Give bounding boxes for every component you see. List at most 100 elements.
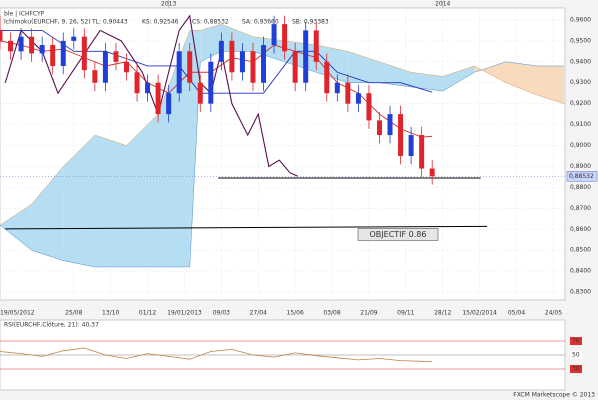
indicator-value: KS: 0,92546: [142, 19, 179, 26]
candle-body: [208, 61, 214, 104]
candle-body: [60, 40, 66, 66]
candle-body: [155, 82, 161, 115]
x-tick-label: 27/04: [250, 310, 267, 317]
objective-label: OBJECTIF 0.86: [370, 230, 427, 239]
cloud-segment: [31, 166, 64, 261]
cloud-edge: [0, 23, 565, 226]
y-tick-label: 70: [572, 338, 580, 345]
y-tick-label: 0,9300: [570, 79, 591, 86]
candle-body: [102, 51, 108, 83]
candle-body: [239, 51, 245, 73]
rsi-line: [0, 347, 433, 363]
cloud-segment: [94, 135, 127, 267]
x-tick-label: 15/02/2014: [462, 310, 497, 317]
candle-body: [29, 36, 35, 54]
y-tick-label: 30: [572, 366, 580, 373]
indicator-value: CS: 0,88532: [192, 19, 229, 26]
y-tick-label: 0,9200: [570, 100, 591, 107]
candle-body: [282, 24, 288, 52]
y-tick-label: 0,9000: [570, 142, 591, 149]
candle-body: [166, 93, 172, 115]
candle-body: [376, 120, 382, 136]
candle-body: [145, 82, 151, 94]
candle-body: [187, 51, 193, 83]
x-tick-label: 09/03: [213, 310, 230, 317]
candle-body: [324, 61, 330, 94]
candle-body: [81, 36, 87, 71]
cloud-segment: [379, 61, 412, 87]
cloud-segment: [200, 24, 222, 62]
y-tick-box: [570, 351, 582, 359]
x-tick-label: 21/09: [360, 310, 377, 317]
cloud-segment: [505, 61, 538, 96]
x-tick-label: 09/11: [397, 310, 414, 317]
indicator-value: SA: 0,93660: [242, 19, 279, 26]
y-tick-label: 0,8600: [570, 226, 591, 233]
y-tick-label: 0,8700: [570, 205, 591, 212]
cloud-segment: [221, 24, 253, 52]
y-tick-label: 0,8800: [570, 184, 591, 191]
candle-body: [176, 51, 182, 94]
rsi-label: RSI(EURCHF,Clôture, 21): 40,37: [4, 322, 99, 329]
cloud-segment: [347, 51, 380, 83]
last-price-label: 0,88532: [569, 173, 594, 180]
y-tick-label: 50: [572, 352, 580, 359]
candle-body: [334, 82, 340, 94]
candle-body: [292, 51, 298, 83]
candle-body: [261, 45, 267, 83]
year-label: 2013: [161, 1, 176, 8]
x-tick-label: 13/10: [102, 310, 119, 317]
candle-body: [313, 30, 319, 62]
cloud-segment: [474, 61, 506, 83]
x-tick-label: 25/08: [65, 310, 82, 317]
candle-body: [197, 82, 203, 104]
symbol-label: ble | ICHFCYP: [4, 11, 45, 18]
x-tick-label: 03/08: [323, 310, 340, 317]
candle-body: [250, 51, 256, 83]
x-tick-label: 19/01/2013: [167, 310, 202, 317]
candle-body: [366, 93, 372, 121]
candle-body: [345, 82, 351, 104]
y-tick-label: 0,9600: [570, 16, 591, 23]
last-price-box: [566, 171, 598, 182]
footer: FXCM Marketscope © 2013: [513, 392, 595, 399]
candle-body: [0, 30, 3, 41]
candle-body: [271, 24, 277, 46]
candle-body: [71, 36, 77, 41]
year-label: 2014: [435, 1, 450, 8]
indicator-line: [4, 14, 299, 177]
candle-body: [429, 168, 435, 177]
candle-body: [303, 30, 309, 83]
y-tick-box: [570, 365, 582, 373]
candle-body: [113, 51, 119, 62]
candle-body: [123, 61, 129, 73]
indicator-label: Ichimoku(EURCHF, 9, 26, 52): [4, 19, 91, 26]
indicator-value: SB: 0,93383: [292, 19, 329, 26]
cloud-segment: [411, 72, 443, 92]
candle-body: [419, 135, 425, 169]
candle-body: [92, 70, 98, 83]
cloud-segment: [0, 204, 32, 251]
cloud-segment: [537, 65, 564, 104]
candle-body: [18, 36, 24, 52]
candle-body: [218, 40, 224, 62]
candle-body: [398, 114, 404, 156]
candle-body: [134, 72, 140, 94]
candle-body: [39, 45, 45, 54]
candle-body: [8, 40, 14, 52]
cloud-edge: [0, 51, 564, 268]
cloud-segment: [158, 30, 190, 267]
y-tick-label: 0,9400: [570, 58, 591, 65]
x-tick-label: 28/12: [434, 310, 451, 317]
x-tick-label: 15/06: [287, 310, 304, 317]
x-tick-label: 01/12: [139, 310, 156, 317]
y-tick-label: 0,9100: [570, 121, 591, 128]
y-tick-label: 0,8400: [570, 268, 591, 275]
candle-body: [387, 114, 393, 136]
x-tick-label: 05/04: [508, 310, 525, 317]
candle-body: [408, 135, 414, 156]
x-tick-label: 19/05/2012: [0, 310, 35, 317]
indicator-value: TL: 0,90443: [91, 19, 128, 26]
y-tick-label: 0,8900: [570, 163, 591, 170]
